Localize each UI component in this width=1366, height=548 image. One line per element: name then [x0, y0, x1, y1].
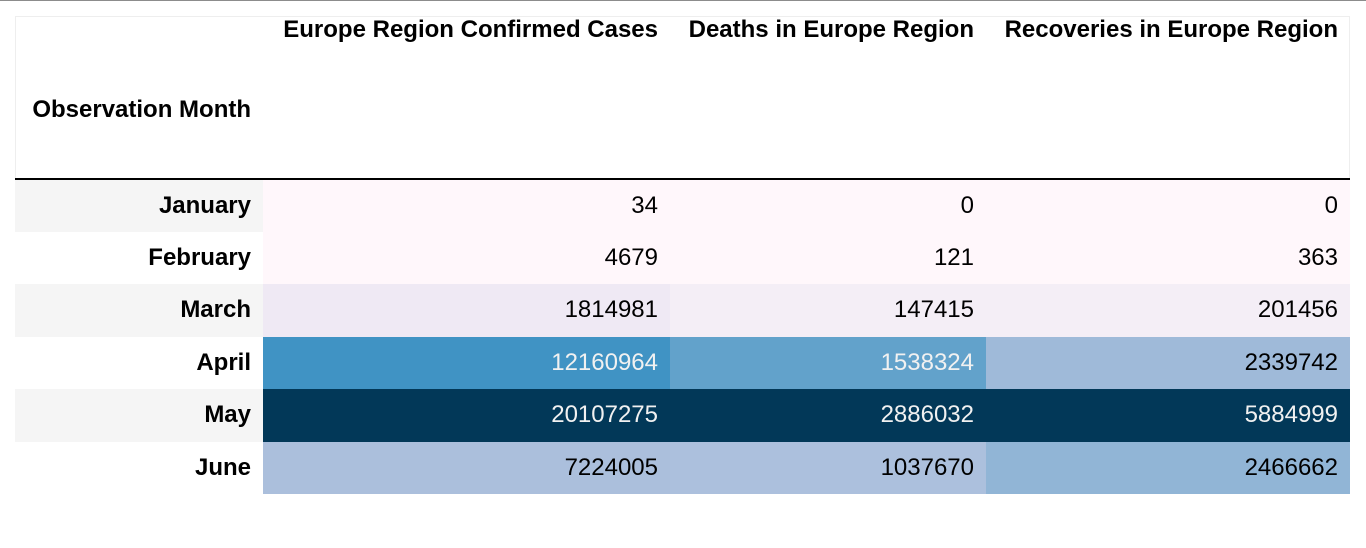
data-cell: 1538324: [670, 336, 986, 389]
row-label: February: [15, 231, 263, 284]
row-label: May: [15, 389, 263, 442]
data-cell: 121: [670, 231, 986, 284]
row-label: January: [15, 179, 263, 232]
table-row: May 20107275 2886032 5884999: [15, 389, 1350, 442]
data-cell: 2886032: [670, 389, 986, 442]
blank-header-cell: [263, 96, 670, 180]
data-cell: 363: [986, 231, 1350, 284]
data-cell: 201456: [986, 284, 1350, 337]
column-header-row: Europe Region Confirmed Cases Deaths in …: [15, 16, 1350, 96]
top-border: [0, 0, 1366, 1]
heatmap-table: Europe Region Confirmed Cases Deaths in …: [15, 16, 1350, 494]
data-cell: 7224005: [263, 441, 670, 494]
data-cell: 4679: [263, 231, 670, 284]
column-header-recoveries: Recoveries in Europe Region: [1004, 16, 1338, 43]
data-cell: 1037670: [670, 441, 986, 494]
row-label: June: [15, 441, 263, 494]
blank-header-cell: [15, 16, 263, 96]
data-cell: 2466662: [986, 441, 1350, 494]
data-cell: 12160964: [263, 336, 670, 389]
data-cell: 5884999: [986, 389, 1350, 442]
table-row: June 7224005 1037670 2466662: [15, 441, 1350, 494]
data-cell: 34: [263, 179, 670, 232]
data-cell: 2339742: [986, 336, 1350, 389]
table-row: January 34 0 0: [15, 179, 1350, 232]
table-row: March 1814981 147415 201456: [15, 284, 1350, 337]
data-cell: 1814981: [263, 284, 670, 337]
column-header-confirmed: Europe Region Confirmed Cases: [283, 16, 658, 43]
table-row: April 12160964 1538324 2339742: [15, 336, 1350, 389]
column-header-deaths: Deaths in Europe Region: [688, 16, 974, 43]
index-header: Observation Month: [15, 96, 263, 180]
row-label: April: [15, 336, 263, 389]
data-cell: 0: [986, 179, 1350, 232]
table-body: January 34 0 0 February 4679 121 363 March 181498…: [15, 179, 1350, 494]
index-header-row: Observation Month: [15, 96, 1350, 180]
data-cell: 147415: [670, 284, 986, 337]
row-label: March: [15, 284, 263, 337]
data-cell: 20107275: [263, 389, 670, 442]
blank-header-cell: [670, 96, 986, 180]
blank-header-cell: [986, 96, 1350, 180]
data-cell: 0: [670, 179, 986, 232]
table-row: February 4679 121 363: [15, 231, 1350, 284]
